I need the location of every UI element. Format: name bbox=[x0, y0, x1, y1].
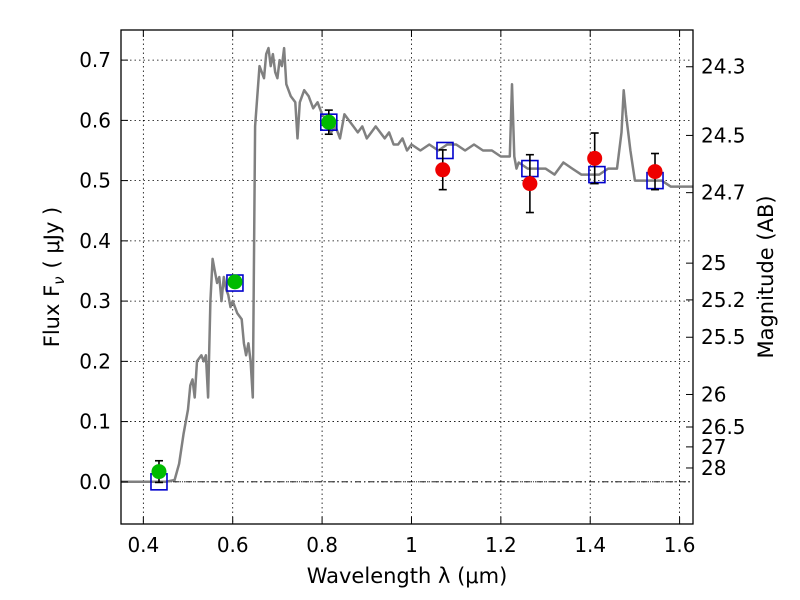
grid-lines bbox=[121, 30, 693, 524]
y-axis-title-text: Flux F bbox=[40, 285, 64, 347]
model-flux-square-5 bbox=[588, 165, 606, 184]
right-tick-label-6: 26 bbox=[701, 382, 726, 406]
y-axis-title-subscript: ν bbox=[50, 276, 68, 284]
y-tick-label-0: 0.0 bbox=[79, 470, 111, 494]
observed-point-3-0 bbox=[435, 162, 451, 178]
right-axis-title: Magnitude (AB) bbox=[754, 195, 778, 358]
right-tick-label-7: 26.5 bbox=[701, 415, 746, 439]
observed-point-2-2 bbox=[321, 114, 337, 130]
plot-area bbox=[121, 46, 693, 491]
x-tick-label-4: 1.2 bbox=[485, 533, 517, 557]
y-tick-label-3: 0.3 bbox=[79, 289, 111, 313]
y-tick-label-2: 0.2 bbox=[79, 349, 111, 373]
right-tick-label-1: 24.5 bbox=[701, 123, 746, 147]
x-tick-label-3: 1 bbox=[405, 533, 418, 557]
x-tick-label-1: 0.6 bbox=[217, 533, 249, 557]
model-flux-square-3 bbox=[436, 141, 454, 160]
right-tick-label-9: 28 bbox=[701, 456, 726, 480]
sed-model-line bbox=[121, 46, 693, 484]
right-tick-label-5: 25.5 bbox=[701, 325, 746, 349]
plot-content bbox=[121, 46, 693, 491]
right-tick-label-2: 24.7 bbox=[701, 181, 746, 205]
observed-point-2-0 bbox=[151, 464, 167, 480]
axis-ticks: 0.4 0.6 0.8 1 1.2 1.4 1.6 0.0 0.1 0.2 0.3 0.4 0.5 0.6… bbox=[79, 30, 746, 557]
observed-point-3-2 bbox=[587, 150, 603, 166]
y-axis-title: Flux Fν ( μJy ) bbox=[40, 207, 68, 348]
y-tick-label-4: 0.4 bbox=[79, 229, 111, 253]
y-tick-label-5: 0.5 bbox=[79, 169, 111, 193]
svg-text:Flux Fν( μJy ): Flux Fν ( μJy ) bbox=[40, 207, 68, 348]
right-tick-label-3: 25 bbox=[701, 251, 726, 275]
x-tick-label-6: 1.6 bbox=[664, 533, 696, 557]
observed-point-3-1 bbox=[522, 176, 538, 192]
observed-point-3-3 bbox=[647, 164, 663, 180]
right-tick-label-0: 24.3 bbox=[701, 55, 746, 79]
plot-frame bbox=[120, 29, 694, 525]
x-tick-label-0: 0.4 bbox=[127, 533, 159, 557]
y-axis-title-unit: ( μJy ) bbox=[40, 207, 64, 269]
right-tick-label-8: 27 bbox=[701, 435, 726, 459]
x-tick-label-2: 0.8 bbox=[306, 533, 338, 557]
x-axis-title: Wavelength λ (μm) bbox=[307, 564, 508, 588]
x-tick-label-5: 1.4 bbox=[574, 533, 606, 557]
right-tick-label-4: 25.2 bbox=[701, 288, 746, 312]
observed-point-2-1 bbox=[227, 274, 243, 290]
y-tick-label-6: 0.6 bbox=[79, 108, 111, 132]
y-tick-label-1: 0.1 bbox=[79, 410, 111, 434]
y-tick-label-7: 0.7 bbox=[79, 48, 111, 72]
